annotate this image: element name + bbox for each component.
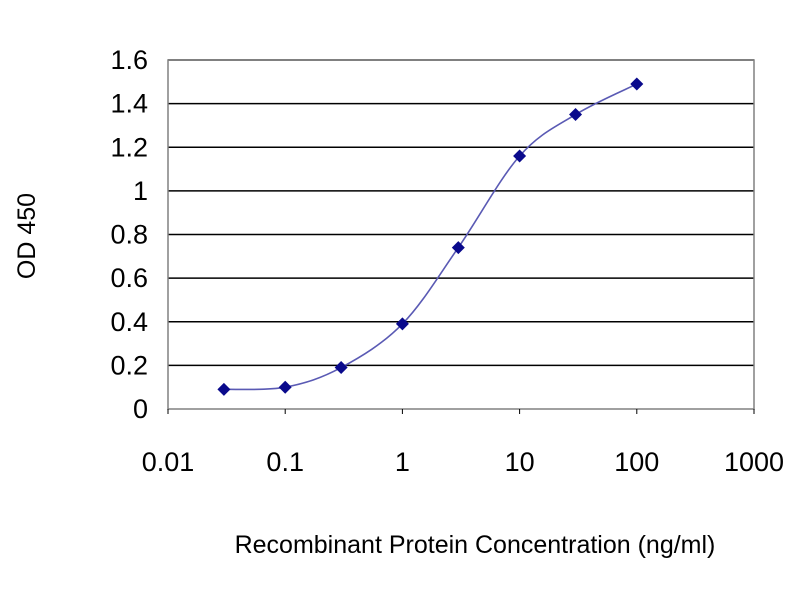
data-points [217, 77, 644, 396]
y-tick-labels: 0 0.2 0.4 0.6 0.8 1 1.2 1.4 1.6 [110, 45, 148, 424]
x-tick-0.01: 0.01 [142, 447, 195, 477]
data-point-4 [451, 241, 465, 255]
x-tick-100: 100 [614, 447, 659, 477]
data-point-5 [513, 149, 527, 163]
y-tick-1.6: 1.6 [110, 45, 148, 75]
y-tick-0.2: 0.2 [110, 350, 148, 380]
y-tick-0: 0 [133, 394, 148, 424]
y-tick-0.6: 0.6 [110, 263, 148, 293]
x-tick-1000: 1000 [724, 447, 784, 477]
data-point-0 [217, 382, 231, 396]
data-point-6 [569, 108, 583, 122]
y-tick-1: 1 [133, 176, 148, 206]
data-point-3 [395, 317, 409, 331]
data-point-7 [630, 77, 644, 91]
y-tick-0.8: 0.8 [110, 220, 148, 250]
y-tick-1.2: 1.2 [110, 132, 148, 162]
x-tick-labels: 0.01 0.1 1 10 100 1000 [142, 409, 784, 477]
plot-area [167, 59, 755, 410]
x-tick-10: 10 [505, 447, 535, 477]
data-point-1 [278, 380, 292, 394]
gridlines [168, 59, 754, 367]
x-tick-1: 1 [395, 447, 410, 477]
y-tick-1.4: 1.4 [110, 89, 148, 119]
y-tick-0.4: 0.4 [110, 307, 148, 337]
y-axis-title: OD 450 [13, 193, 41, 279]
x-tick-0.1: 0.1 [266, 447, 304, 477]
data-point-2 [334, 361, 348, 375]
x-axis-title: Recombinant Protein Concentration (ng/ml… [235, 531, 716, 559]
fitted-curve [223, 83, 638, 391]
